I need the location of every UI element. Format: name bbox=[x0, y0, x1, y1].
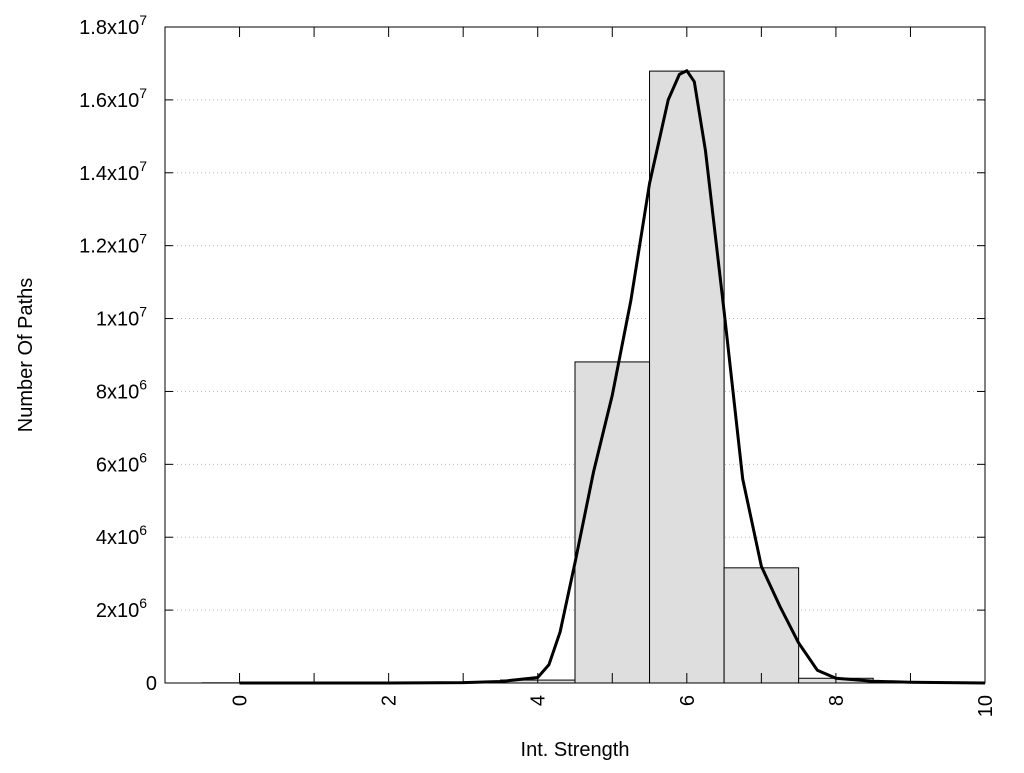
x-tick-label: 4 bbox=[528, 695, 550, 706]
y-axis-label: Number Of Paths bbox=[15, 278, 37, 433]
bars bbox=[202, 71, 947, 683]
y-tick-label: 1x107 bbox=[96, 304, 147, 331]
x-axis-label: Int. Strength bbox=[521, 739, 630, 761]
y-tick-label: 1.4x107 bbox=[79, 158, 147, 185]
y-tick-label: 1.8x107 bbox=[79, 12, 147, 39]
x-tick-label: 10 bbox=[975, 695, 997, 717]
y-tick-label: 1.6x107 bbox=[79, 85, 147, 112]
y-axis-ticks: 0 2x106 4x106 6x106 8x106 1x107 1.2x107 1.4x107… bbox=[79, 12, 985, 695]
histogram-bar bbox=[575, 362, 650, 683]
y-tick-label: 2x106 bbox=[96, 595, 147, 622]
x-tick-label: 8 bbox=[826, 695, 848, 706]
y-tick-label: 6x106 bbox=[96, 449, 147, 476]
x-tick-label: 0 bbox=[230, 695, 252, 706]
y-tick-label: 4x106 bbox=[96, 522, 147, 549]
histogram-bar bbox=[724, 568, 799, 683]
y-tick-label: 0 bbox=[146, 673, 157, 695]
y-tick-label: 1.2x107 bbox=[79, 231, 147, 258]
x-tick-label: 6 bbox=[677, 695, 699, 706]
y-tick-label: 8x106 bbox=[96, 376, 147, 403]
x-tick-label: 2 bbox=[379, 695, 401, 706]
histogram-bar bbox=[650, 71, 725, 683]
